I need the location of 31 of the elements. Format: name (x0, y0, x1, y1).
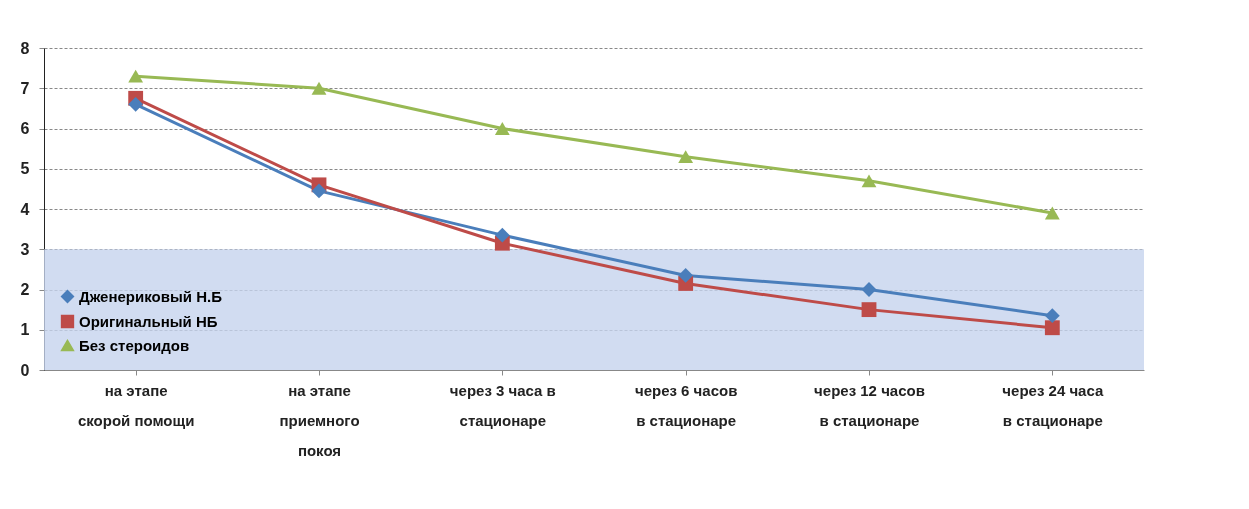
y-tick-label: 3 (20, 240, 30, 258)
point (861, 302, 877, 318)
point (311, 81, 327, 95)
point (678, 150, 694, 164)
x-tick-label: на этапе скорой помощи (77, 381, 195, 429)
point (678, 268, 694, 283)
legend-label: Оригинальный НБ (79, 312, 218, 330)
point (494, 227, 510, 243)
x-tick-label: через 12 часов в стационаре (814, 381, 925, 429)
y-tick-label: 0 (20, 361, 30, 379)
point (1044, 308, 1060, 324)
point (1044, 206, 1060, 220)
point (494, 122, 510, 135)
x-tick-label: через 3 часа в стационаре (449, 381, 556, 429)
point (1044, 320, 1060, 336)
legend-label: Без стероидов (79, 336, 190, 354)
y-tick-label: 4 (20, 200, 30, 218)
y-tick-label: 6 (20, 120, 30, 137)
x-tick-label: на этапе приемного покоя (279, 381, 360, 459)
point (311, 183, 327, 199)
y-tick-label: 8 (20, 39, 30, 57)
y-tick-label: 7 (20, 79, 30, 97)
y-tick-label: 5 (20, 160, 30, 178)
x-tick-label: через 6 часов в стационаре (634, 381, 738, 429)
y-tick-label: 1 (20, 321, 30, 339)
point (128, 96, 144, 112)
y-tick-label: 2 (20, 281, 30, 298)
point (861, 174, 877, 188)
point (128, 69, 144, 83)
legend-label: Дженериковый Н.Б (79, 287, 223, 305)
x-tick-label: через 24 часа в стационаре (1002, 381, 1104, 429)
